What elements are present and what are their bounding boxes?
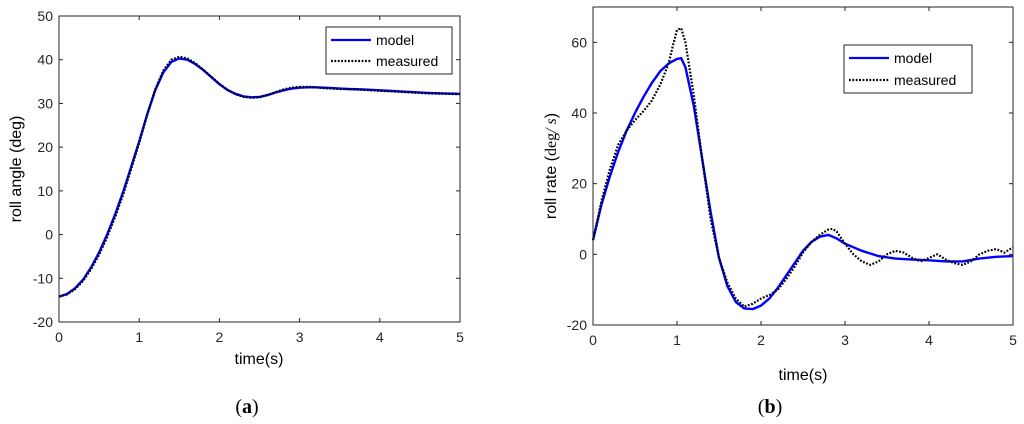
y-axis-label-a: roll angle (deg) xyxy=(8,116,25,223)
y-tick-label: 20 xyxy=(571,176,587,192)
y-tick-label: 40 xyxy=(37,52,53,68)
x-tick-label: 4 xyxy=(376,329,384,345)
x-tick-label: 5 xyxy=(456,329,464,345)
legend-b-box xyxy=(843,44,973,94)
y-axis-label-b: roll rate (deg/ s) xyxy=(543,113,560,219)
legend-a-measured-label: measured xyxy=(376,53,438,69)
x-tick-label: 0 xyxy=(589,332,597,348)
y-tick-label: 20 xyxy=(37,139,53,155)
axes-a-frame xyxy=(58,15,461,323)
x-tick-label: 1 xyxy=(673,332,681,348)
series-a-measured-line xyxy=(58,55,461,298)
series-b-measured-line xyxy=(591,27,1014,308)
ticks-a: 0 1 2 3 4 5 -20 -10 0 10 20 30 40 50 xyxy=(33,8,464,345)
y-tick-label: 50 xyxy=(37,8,53,24)
caption-b: (b) xyxy=(758,396,782,418)
panel-a: 0 1 2 3 4 5 -20 -10 0 10 20 30 40 50 time(s) roll ang… xyxy=(8,8,464,418)
axes-b-frame xyxy=(592,6,1014,326)
legend-b: model measured xyxy=(843,44,973,94)
x-tick-label: 1 xyxy=(135,329,143,345)
legend-b-model-label: model xyxy=(894,50,932,66)
series-lines-a xyxy=(58,55,461,298)
y-tick-label: 40 xyxy=(571,105,587,121)
series-lines-b xyxy=(591,27,1014,311)
x-tick-label: 3 xyxy=(841,332,849,348)
y-tick-label: -10 xyxy=(33,270,53,286)
caption-a: (a) xyxy=(235,396,258,418)
x-tick-label: 3 xyxy=(296,329,304,345)
legend-a: model measured xyxy=(325,26,453,75)
x-tick-label: 5 xyxy=(1009,332,1017,348)
legend-b-measured-label: measured xyxy=(894,72,956,88)
series-b-model-line xyxy=(591,57,1014,311)
y-tick-label: 0 xyxy=(45,227,53,243)
x-tick-label: 0 xyxy=(55,329,63,345)
y-tick-label: 10 xyxy=(37,183,53,199)
x-axis-label-a: time(s) xyxy=(235,351,284,368)
legend-a-box xyxy=(325,26,453,75)
x-axis-label-b: time(s) xyxy=(779,367,828,384)
x-tick-label: 2 xyxy=(757,332,765,348)
x-tick-label: 4 xyxy=(925,332,933,348)
legend-a-model-label: model xyxy=(376,32,414,48)
x-tick-label: 2 xyxy=(216,329,224,345)
y-tick-label: 0 xyxy=(579,246,587,262)
y-tick-label: -20 xyxy=(567,317,587,333)
y-tick-label: -20 xyxy=(33,314,53,330)
y-tick-label: 60 xyxy=(571,34,587,50)
y-tick-label: 30 xyxy=(37,95,53,111)
